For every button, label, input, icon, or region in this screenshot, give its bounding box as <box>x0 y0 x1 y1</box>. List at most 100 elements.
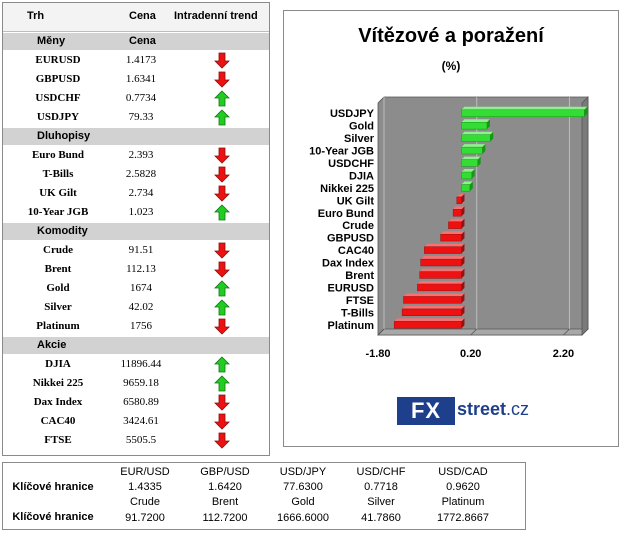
bar-side <box>461 218 465 229</box>
bar-top <box>417 281 465 285</box>
table-row: GBPUSD 1.6341 <box>3 70 269 89</box>
x-tick-label: -1.80 <box>365 348 390 360</box>
category-label: Dax Index <box>322 258 375 270</box>
table-row: Nikkei 225 9659.18 <box>3 374 269 393</box>
plot-side <box>581 96 589 336</box>
category-label: 10-Year JGB <box>309 146 374 158</box>
category-label: USDJPY <box>330 108 375 120</box>
category-label: Crude <box>342 220 374 232</box>
instrument-price: 3424.61 <box>123 415 159 427</box>
bar <box>461 109 585 117</box>
bar-side <box>477 156 481 167</box>
instrument-price: 2.734 <box>128 187 154 199</box>
gridline-floor <box>563 328 570 336</box>
section-title: Akcie <box>37 339 67 351</box>
instrument-name: USDCHF <box>35 92 81 104</box>
bar <box>417 283 462 292</box>
table-row: DJIA 11896.44 <box>3 355 269 374</box>
level-fx-name: GBP/USD <box>200 466 250 478</box>
bar-top <box>461 106 588 110</box>
table-row: USDCHF 0.7734 <box>3 89 269 108</box>
level-fx-value: 0.9620 <box>446 481 480 493</box>
bar-top <box>461 156 481 160</box>
bar-top <box>419 268 465 272</box>
x-tick-label: 2.20 <box>553 348 574 360</box>
category-label: GBPUSD <box>327 233 374 245</box>
chart-title: Vítězové a poražení <box>358 25 544 47</box>
instrument-name: 10-Year JGB <box>27 206 89 218</box>
table-row: Platinum 1756 <box>3 317 269 336</box>
bar-side <box>461 256 465 266</box>
table-row: T-Bills 2.5828 <box>3 165 269 184</box>
bar <box>440 233 462 242</box>
chart-subtitle: (%) <box>441 59 461 73</box>
arrow-up-icon <box>214 299 230 316</box>
instrument-name: FTSE <box>44 434 72 446</box>
bar <box>452 209 462 217</box>
bar <box>401 308 462 317</box>
level-fx-value: 1.4335 <box>128 481 162 493</box>
logo-fx: FX <box>397 397 455 425</box>
level-fx-name: USD/CAD <box>438 466 488 478</box>
category-label: Brent <box>345 270 374 282</box>
instrument-price: 1.4173 <box>125 54 157 66</box>
instrument-price: 1674 <box>130 282 152 294</box>
instrument-price: 2.393 <box>128 149 154 161</box>
table-header: Trh Cena Intradenní trend <box>3 3 269 32</box>
header-trend: Intradenní trend <box>174 10 258 22</box>
bar <box>461 146 483 155</box>
table-row: Brent 112.13 <box>3 260 269 279</box>
category-label: Nikkei 225 <box>320 183 374 195</box>
category-label: T-Bills <box>341 307 374 319</box>
level-fx-value: 1.6420 <box>208 481 242 493</box>
section-price-header: Cena <box>129 35 156 47</box>
instrument-name: Euro Bund <box>31 149 85 161</box>
level-fx-value: 77.6300 <box>283 481 323 493</box>
level-commodity-name: Brent <box>211 496 239 508</box>
category-label: CAC40 <box>338 245 374 257</box>
table-row: Euro Bund 2.393 <box>3 146 269 165</box>
bar-top <box>440 231 465 235</box>
level-commodity-name: Platinum <box>441 496 485 508</box>
gridline-floor <box>470 328 478 336</box>
arrow-down-icon <box>214 432 230 449</box>
bar-side <box>461 206 465 217</box>
level-commodity-value: 1666.6000 <box>277 512 329 524</box>
arrow-up-icon <box>214 375 230 392</box>
instrument-price: 1.023 <box>128 206 154 218</box>
category-label: Euro Bund <box>318 208 374 220</box>
bar-side <box>490 131 494 142</box>
instrument-name: Silver <box>44 301 72 313</box>
x-tick-label: 0.20 <box>460 348 481 360</box>
levels-row1-label: Klíčové hranice <box>12 481 94 493</box>
instrument-price: 1756 <box>130 320 152 332</box>
bar <box>461 159 478 167</box>
bar-side <box>461 231 465 242</box>
level-fx-name: USD/JPY <box>279 466 327 478</box>
arrow-up-icon <box>214 356 230 373</box>
category-label: UK Gilt <box>337 195 375 207</box>
section-header: Dluhopisy <box>3 128 269 145</box>
logo-street-text: street <box>457 399 507 419</box>
level-commodity-name: Gold <box>291 496 315 508</box>
logo-street: street.cz <box>457 399 529 420</box>
bar-side <box>461 293 465 304</box>
header-market: Trh <box>27 10 45 22</box>
instrument-price: 5505.5 <box>125 434 157 446</box>
bar-top <box>448 218 465 222</box>
bar-top <box>461 144 486 148</box>
instrument-name: USDJPY <box>36 111 80 123</box>
bar <box>461 121 488 130</box>
bar <box>419 271 462 279</box>
instrument-name: T-Bills <box>42 168 74 180</box>
category-label: USDCHF <box>328 158 374 170</box>
level-commodity-name: Crude <box>130 496 160 508</box>
section-header: Měny Cena <box>3 33 269 50</box>
levels-row2-label: Klíčové hranice <box>12 511 94 523</box>
instrument-name: Gold <box>46 282 70 294</box>
arrow-down-icon <box>214 52 230 69</box>
instrument-price: 42.02 <box>128 301 154 313</box>
instrument-price: 1.6341 <box>125 73 157 85</box>
bar-side <box>461 281 465 291</box>
instrument-name: DJIA <box>45 358 71 370</box>
